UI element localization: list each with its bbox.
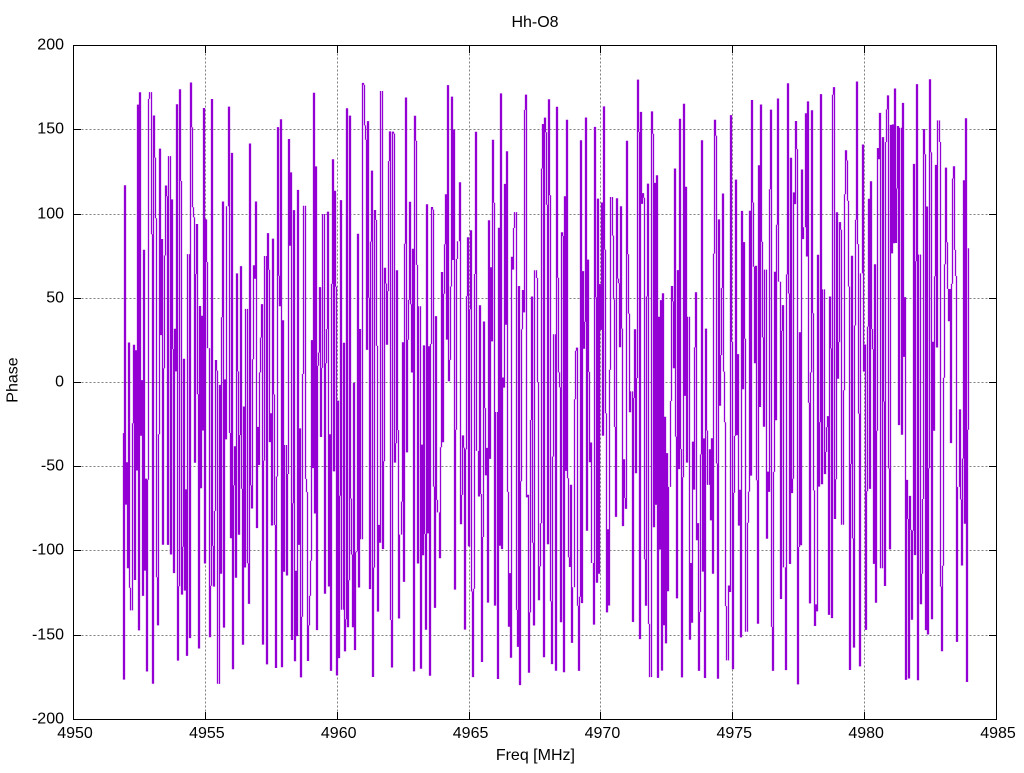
svg-text:100: 100 [37,205,64,222]
svg-text:4960: 4960 [321,725,357,742]
svg-text:4980: 4980 [848,725,884,742]
svg-text:200: 200 [37,36,64,53]
svg-text:4950: 4950 [57,725,93,742]
svg-text:0: 0 [55,373,64,390]
svg-text:Freq [MHz]: Freq [MHz] [496,747,575,764]
svg-text:4965: 4965 [453,725,489,742]
svg-text:Phase: Phase [5,357,22,402]
svg-text:4970: 4970 [585,725,621,742]
svg-text:-50: -50 [41,457,64,474]
svg-text:-100: -100 [32,541,64,558]
svg-text:4975: 4975 [716,725,752,742]
svg-text:4985: 4985 [980,725,1016,742]
svg-text:4955: 4955 [189,725,225,742]
svg-text:50: 50 [46,289,64,306]
svg-text:-150: -150 [32,626,64,643]
svg-text:-200: -200 [32,710,64,727]
svg-text:Hh-O8: Hh-O8 [511,14,558,31]
svg-text:150: 150 [37,120,64,137]
